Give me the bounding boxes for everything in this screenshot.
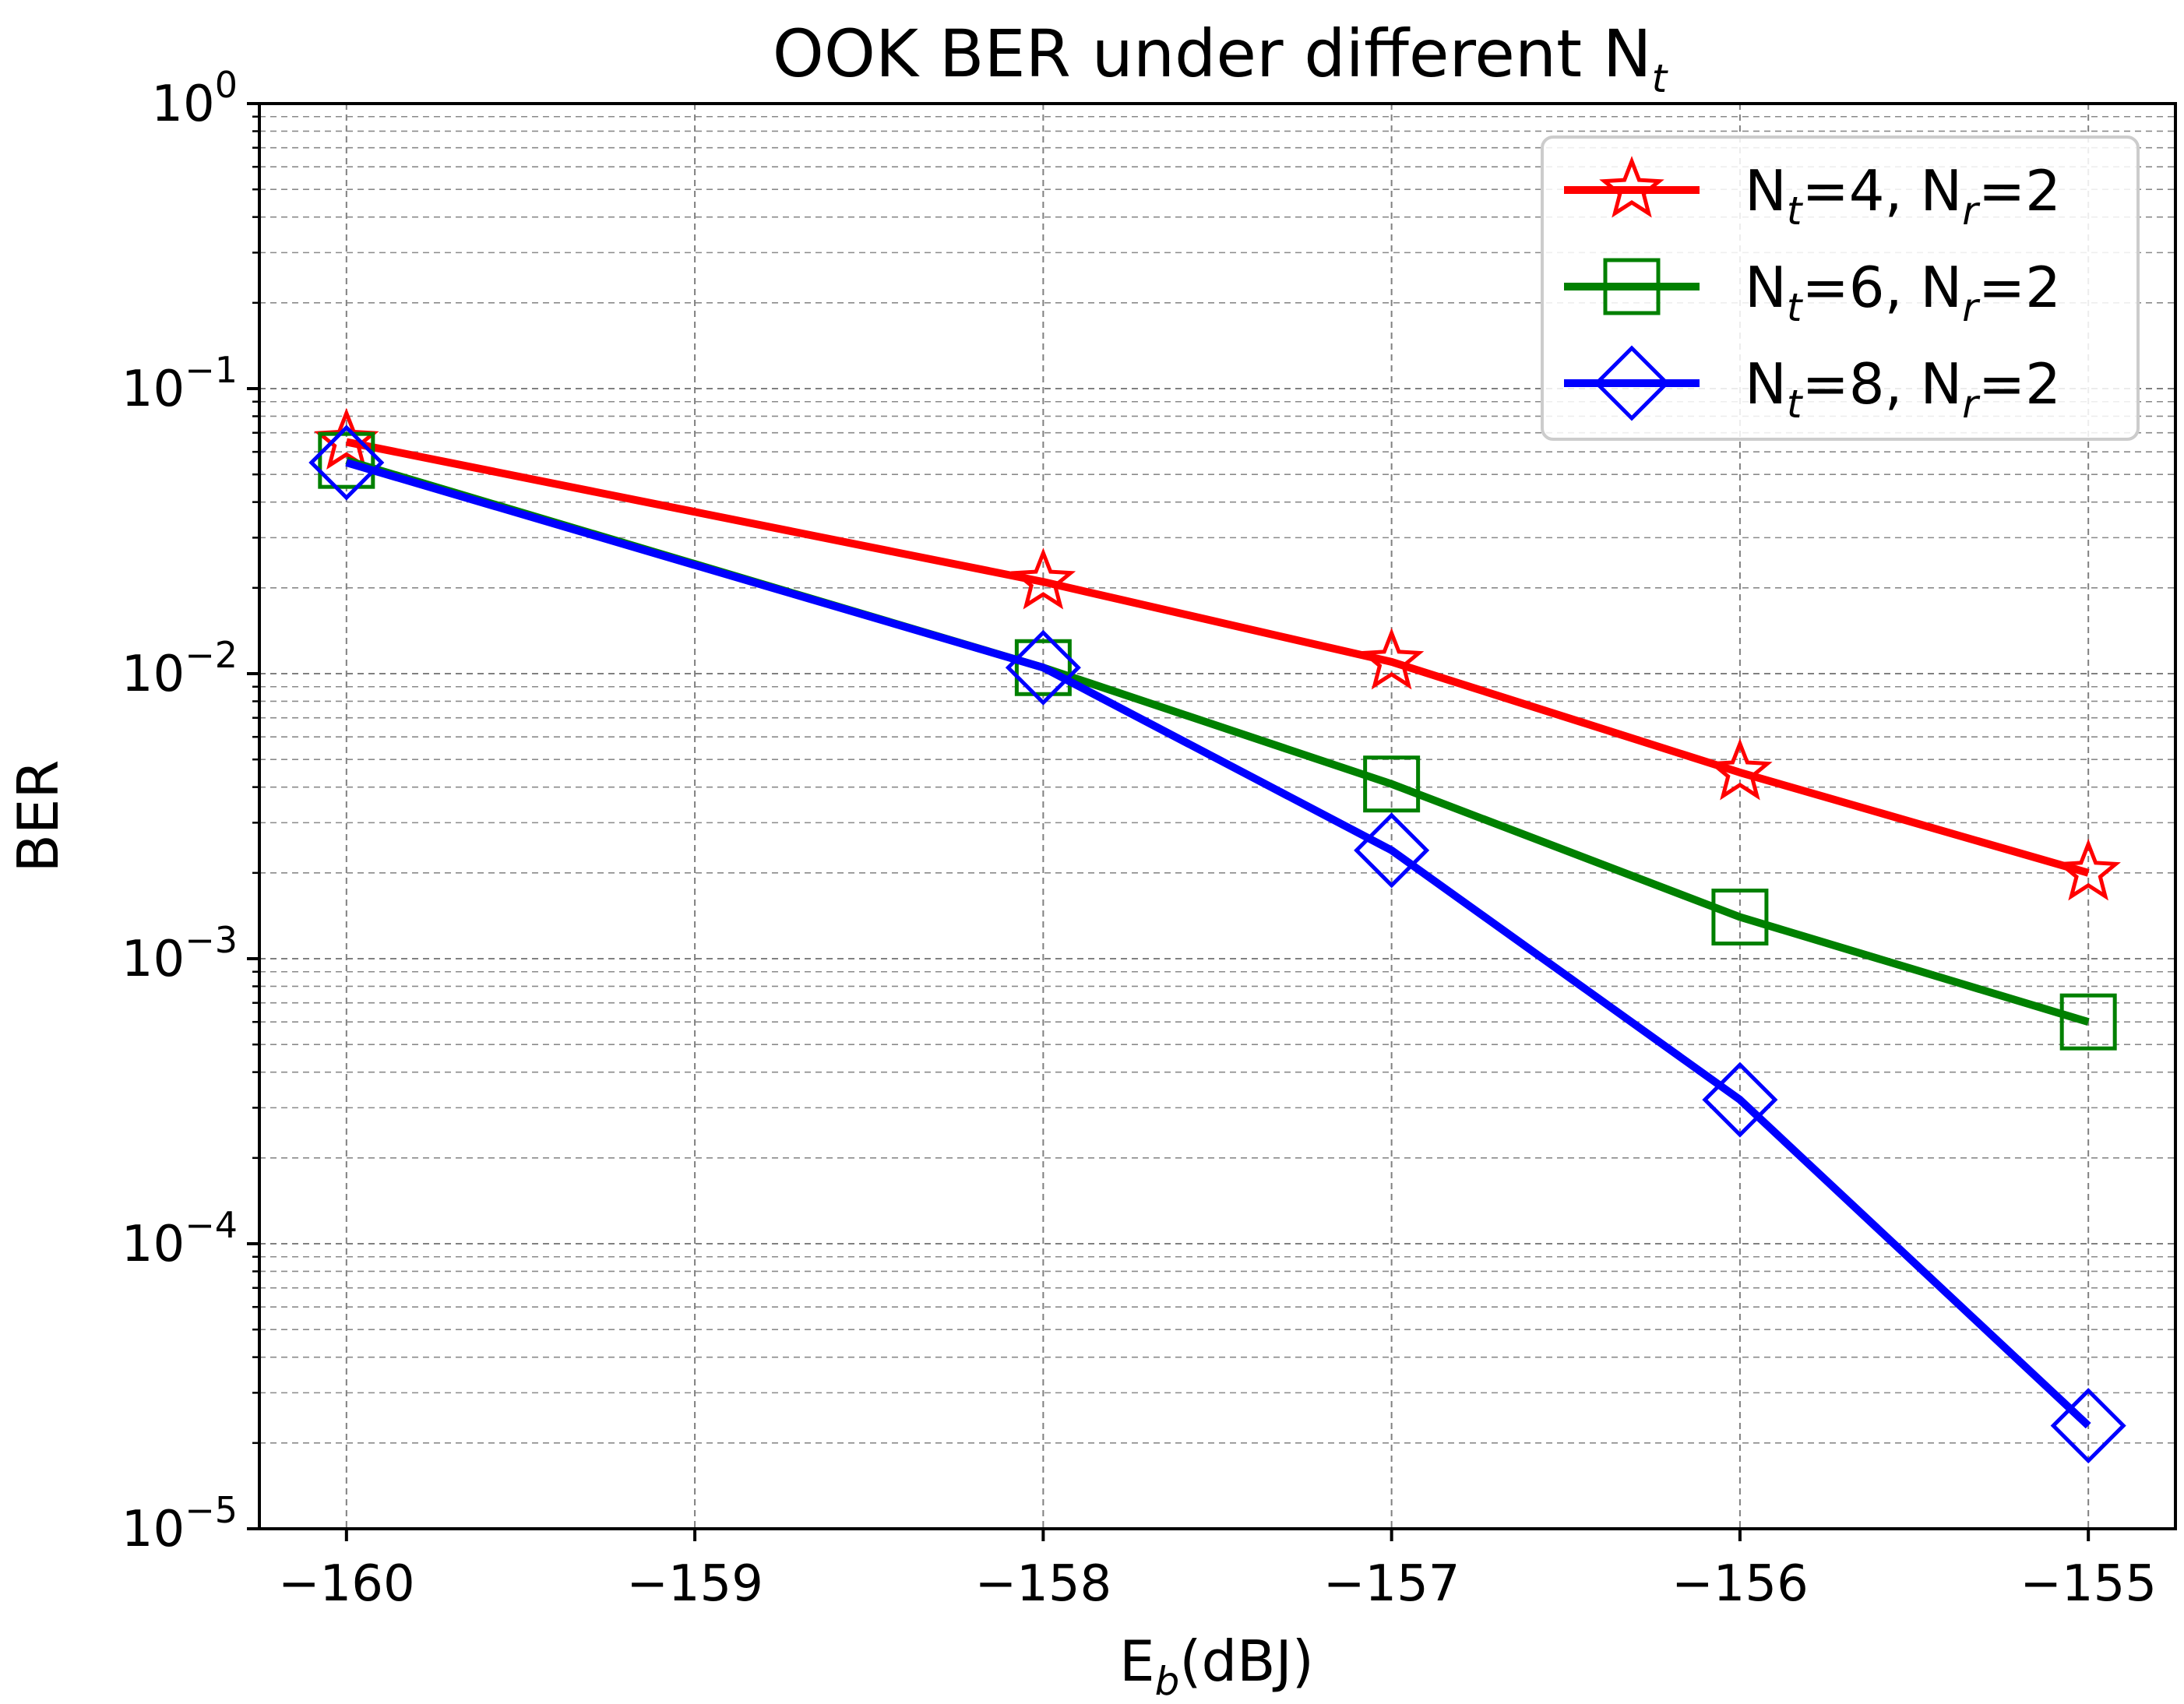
data-point-diamond [2050,1388,2126,1464]
x-tick-label: −157 [1323,1555,1460,1613]
series-3 [308,424,2126,1464]
legend-entry: Nt=6, Nr=2 [1564,255,2061,330]
x-tick-label: −160 [278,1555,415,1613]
data-point-star [1707,738,1773,801]
y-tick-label: 10−1 [122,349,238,418]
legend-label: Nt=8, Nr=2 [1745,351,2061,427]
data-point-square [1363,755,1421,813]
legend-marker-diamond [1594,345,1670,421]
x-tick-label: −158 [974,1555,1111,1613]
data-point-diamond [308,424,385,501]
x-tick-label: −156 [1671,1555,1809,1613]
x-tick-label: −159 [626,1555,763,1613]
series-1 [314,407,2121,901]
y-tick-label: 10−2 [122,634,238,703]
data-point-diamond [1005,629,1081,706]
legend-entry: Nt=8, Nr=2 [1564,345,2061,427]
series-line [345,438,2090,877]
data-point-square [2059,993,2117,1051]
data-point-square [1711,889,1769,946]
ticks: −160 −159 −158 −157 −156 −155 100 10−1 10−2 10−3 1… [122,64,2157,1613]
x-axis-label: Eb(dBJ) [1119,1628,1314,1700]
legend-marker-star [1599,156,1664,218]
legend: Nt=4, Nr=2 Nt=6, Nr=2 Nt=8, Nr=2 [1541,136,2140,441]
legend-entry: Nt=4, Nr=2 [1564,156,2061,234]
data-point-diamond [1702,1061,1778,1138]
y-axis-label: BER [5,760,71,873]
x-tick-label: −155 [2020,1555,2157,1613]
y-tick-label: 10−4 [122,1204,238,1273]
y-tick-label: 10−3 [122,919,238,988]
legend-label: Nt=6, Nr=2 [1745,255,2061,330]
legend-label: Nt=4, Nr=2 [1745,158,2061,234]
plot-frame [258,102,2177,1530]
series-line [345,459,2091,1429]
y-tick-label: 100 [151,64,238,133]
data-point-square [318,431,375,489]
chart-title: OOK BER under different Nt [773,16,1669,101]
legend-marker-square [1603,258,1661,315]
data-point-diamond [1354,812,1430,889]
legend-frame [1541,136,2140,441]
data-point-star [1010,547,1076,610]
data-point-star [2055,838,2121,901]
y-tick-label: 10−5 [122,1489,238,1558]
data-point-square [1014,639,1072,696]
data-point-star [1358,628,1425,690]
series-layer [308,407,2126,1464]
